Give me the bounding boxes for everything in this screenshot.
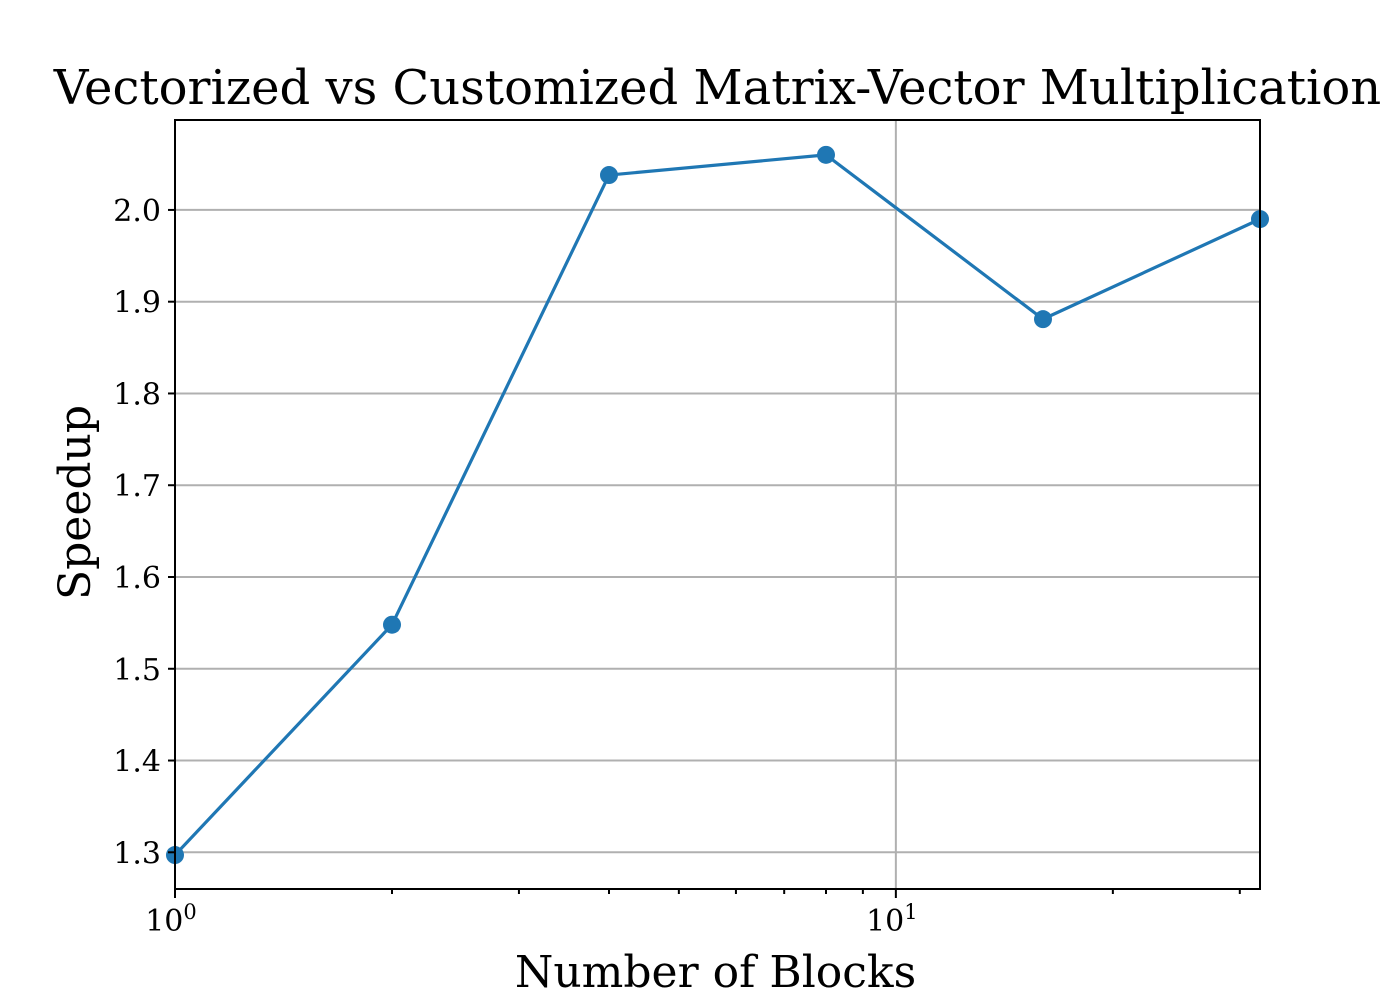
- grid: [174, 120, 1260, 889]
- data-point: [817, 145, 835, 164]
- plot-frame: [174, 119, 1261, 890]
- y-axis-label: Speedup: [50, 405, 101, 600]
- y-tick-label: 1.8: [113, 377, 161, 412]
- x-tick-label: 100: [145, 900, 197, 939]
- ticks: 1.3 1.4 1.5 1.6 1.7 1.8 1.9 2.0 100 101: [113, 194, 1241, 939]
- y-tick-label: 1.5: [113, 653, 161, 688]
- y-tick-label: 1.9: [113, 286, 161, 321]
- x-tick-label: 101: [866, 900, 918, 939]
- data-point: [383, 615, 401, 634]
- y-tick-label: 1.6: [113, 561, 161, 596]
- y-tick-label: 1.3: [113, 836, 161, 871]
- y-tick-label: 1.7: [113, 469, 161, 504]
- x-axis-label: Number of Blocks: [515, 947, 916, 998]
- series-layer: [166, 145, 1269, 865]
- data-point: [600, 166, 618, 185]
- chart-title: Vectorized vs Customized Matrix-Vector M…: [53, 60, 1381, 116]
- y-tick-label: 1.4: [113, 745, 161, 780]
- series-line: [173, 153, 1261, 857]
- y-tick-label: 2.0: [113, 194, 161, 229]
- data-point: [1034, 310, 1052, 329]
